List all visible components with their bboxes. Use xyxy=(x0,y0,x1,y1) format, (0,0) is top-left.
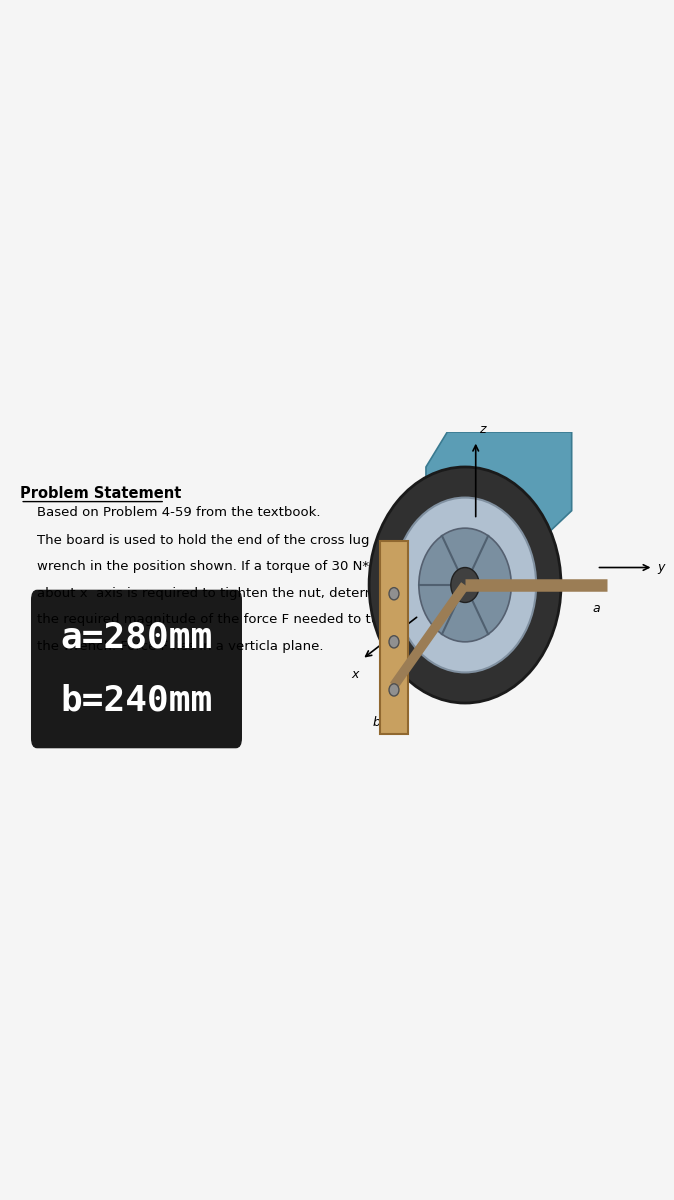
Text: z: z xyxy=(479,424,486,437)
Text: a: a xyxy=(592,602,601,616)
Text: x: x xyxy=(351,668,359,682)
Text: the wrench. Force F lies in a verticla plane.: the wrench. Force F lies in a verticla p… xyxy=(37,640,324,653)
Circle shape xyxy=(394,498,536,672)
Text: b: b xyxy=(372,716,380,730)
FancyBboxPatch shape xyxy=(32,590,241,748)
Circle shape xyxy=(369,467,561,703)
Text: The board is used to hold the end of the cross lug: The board is used to hold the end of the… xyxy=(37,534,369,547)
Text: wrench in the position shown. If a torque of 30 N*m: wrench in the position shown. If a torqu… xyxy=(37,560,382,574)
Text: a=280mm: a=280mm xyxy=(61,620,212,654)
Text: Based on Problem 4-59 from the textbook.: Based on Problem 4-59 from the textbook. xyxy=(37,506,321,520)
Circle shape xyxy=(389,636,399,648)
Circle shape xyxy=(451,568,479,602)
Text: y: y xyxy=(657,562,665,574)
Circle shape xyxy=(389,684,399,696)
Polygon shape xyxy=(426,432,572,554)
Text: about x  axis is required to tighten the nut, determine: about x axis is required to tighten the … xyxy=(37,587,398,600)
Polygon shape xyxy=(379,541,408,733)
Text: b=240mm: b=240mm xyxy=(61,684,212,718)
Text: the required magnitude of the force F needed to turn: the required magnitude of the force F ne… xyxy=(37,613,393,626)
Text: Problem Statement: Problem Statement xyxy=(20,486,181,502)
Circle shape xyxy=(389,588,399,600)
Circle shape xyxy=(419,528,512,642)
